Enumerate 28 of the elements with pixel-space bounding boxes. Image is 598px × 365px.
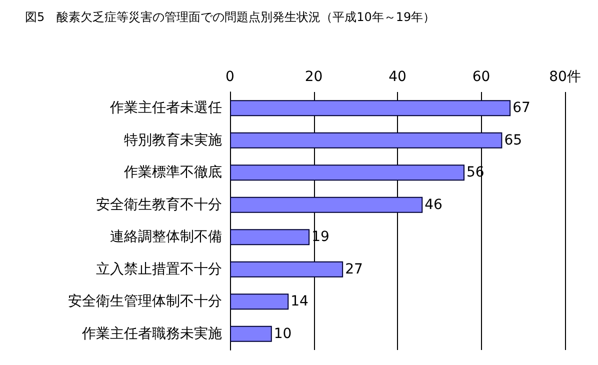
data-label: 46	[424, 196, 443, 213]
bar	[230, 326, 272, 342]
y-tick-label: 安全衛生教育不十分	[96, 196, 222, 213]
bar	[230, 229, 310, 246]
bar	[230, 294, 289, 310]
y-tick-label: 安全衛生管理体制不十分	[68, 294, 222, 310]
x-tick-label: 0	[226, 69, 234, 85]
y-tick-label: 作業主任者職務未実施	[81, 326, 222, 342]
y-tick-label: 立入禁止措置不十分	[96, 261, 222, 278]
data-label: 14	[290, 294, 309, 310]
bar	[230, 196, 423, 213]
bar	[230, 164, 464, 181]
chart-title: 図5 酸素欠乏症等災害の管理面での問題点別発生状況（平成10年～19年）	[25, 10, 436, 24]
y-tick-label: 作業標準不徹底	[123, 164, 222, 181]
y-tick-label: 特別教育未実施	[124, 131, 222, 148]
y-tick-label: 作業主任者未選任	[109, 100, 222, 116]
data-label: 27	[345, 261, 363, 278]
bar	[230, 261, 344, 278]
data-label: 10	[274, 326, 292, 342]
bar	[230, 132, 502, 148]
x-tick-label: 20	[304, 69, 323, 85]
data-label: 67	[512, 100, 530, 116]
x-tick-label: 80件	[549, 69, 581, 85]
data-label: 65	[504, 132, 522, 148]
y-tick-label: 連絡調整体制不備	[110, 229, 222, 246]
x-tick-label: 40	[388, 69, 406, 85]
bar	[230, 100, 511, 116]
x-tick-label: 60	[472, 69, 490, 85]
